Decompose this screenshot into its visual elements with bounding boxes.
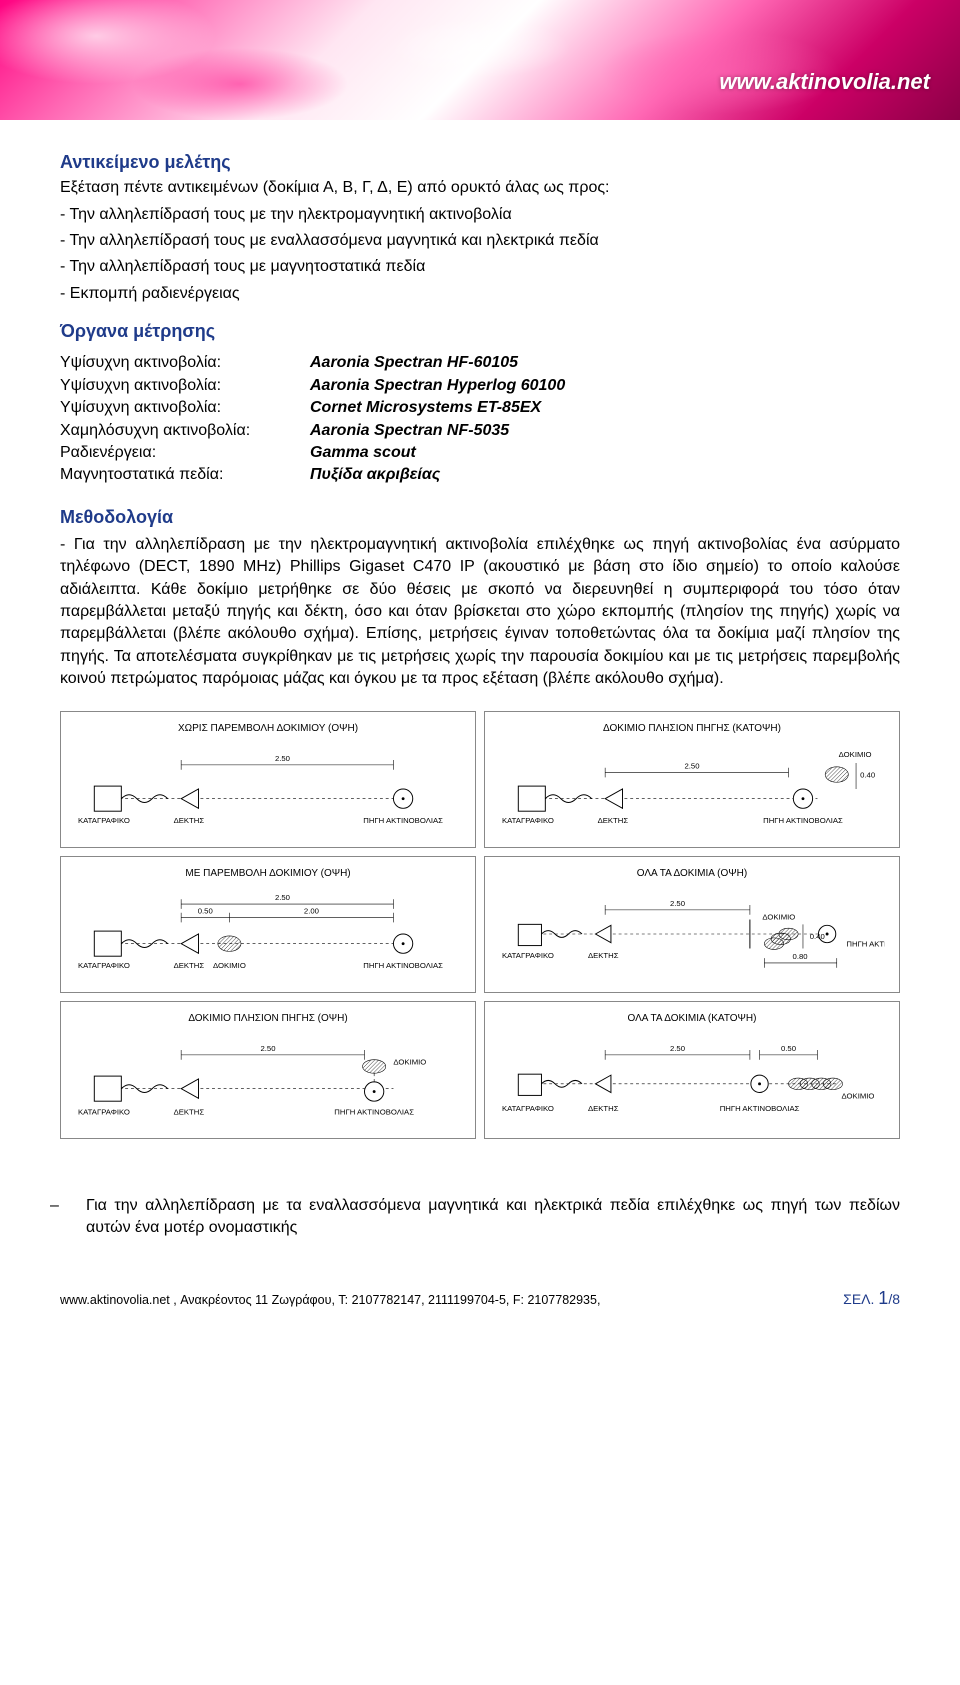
instrument-row: Υψίσυχνη ακτινοβολία: Aaronia Spectran H… — [60, 352, 900, 374]
page-current: 1 — [878, 1288, 888, 1308]
diagram-no-sample: ΧΩΡΙΣ ΠΑΡΕΜΒΟΛΗ ΔΟΚΙΜΙΟΥ (ΟΨΗ) 2.50 — [60, 711, 476, 848]
svg-text:ΔΟΚΙΜΙΟ: ΔΟΚΙΜΙΟ — [842, 1092, 875, 1101]
svg-text:ΠΗΓΗ ΑΚΤΙΝΟΒΟΛΙΑΣ: ΠΗΓΗ ΑΚΤΙΝΟΒΟΛΙΑΣ — [363, 815, 443, 824]
svg-text:ΠΗΓΗ ΑΚΤΙΝΟΒΟΛΙΑΣ: ΠΗΓΗ ΑΚΤΙΝΟΒΟΛΙΑΣ — [846, 940, 885, 949]
svg-text:ΔΟΚΙΜΙΟ: ΔΟΚΙΜΙΟ — [762, 913, 795, 922]
instrument-value: Aaronia Spectran NF-5035 — [310, 420, 509, 442]
diagram-sample-between: ΜΕ ΠΑΡΕΜΒΟΛΗ ΔΟΚΙΜΙΟΥ (ΟΨΗ) 2.50 0.50 2.… — [60, 856, 476, 993]
instruments-list: Υψίσυχνη ακτινοβολία: Aaronia Spectran H… — [60, 352, 900, 486]
final-paragraph: –Για την αλληλεπίδραση με τα εναλλασσόμε… — [86, 1195, 900, 1240]
instrument-label: Υψίσυχνη ακτινοβολία: — [60, 397, 310, 419]
svg-text:2.50: 2.50 — [275, 893, 290, 902]
svg-text:0.80: 0.80 — [793, 952, 808, 961]
study-bullet-1: - Την αλληλεπίδρασή τους με την ηλεκτρομ… — [60, 204, 900, 226]
svg-text:ΔΕΚΤΗΣ: ΔΕΚΤΗΣ — [174, 815, 205, 824]
instrument-value: Aaronia Spectran Hyperlog 60100 — [310, 375, 565, 397]
svg-text:2.50: 2.50 — [260, 1044, 275, 1053]
instruments-heading: Όργανα μέτρησης — [60, 319, 900, 344]
diagram-title: ΔΟΚΙΜΙΟ ΠΛΗΣΙΟΝ ΠΗΓΗΣ (ΚΑΤΟΨΗ) — [499, 722, 885, 736]
instrument-value: Πυξίδα ακριβείας — [310, 464, 440, 486]
svg-text:0.40: 0.40 — [860, 770, 875, 779]
svg-text:ΠΗΓΗ ΑΚΤΙΝΟΒΟΛΙΑΣ: ΠΗΓΗ ΑΚΤΙΝΟΒΟΛΙΑΣ — [763, 815, 843, 824]
study-bullet-4: - Εκπομπή ραδιενέργειας — [60, 283, 900, 305]
diagram-all-samples-side: ΟΛΑ ΤΑ ΔΟΚΙΜΙΑ (ΟΨΗ) 2.50 — [484, 856, 900, 993]
svg-text:ΔΟΚΙΜΙΟ: ΔΟΚΙΜΙΟ — [839, 750, 872, 759]
diagram-sample-near-side: ΔΟΚΙΜΙΟ ΠΛΗΣΙΟΝ ΠΗΓΗΣ (ΟΨΗ) 2.50 ΔΟΚΙΜΙΟ… — [60, 1001, 476, 1138]
methodology-text: - Για την αλληλεπίδραση με την ηλεκτρομα… — [60, 534, 900, 691]
diagram-title: ΜΕ ΠΑΡΕΜΒΟΛΗ ΔΟΚΙΜΙΟΥ (ΟΨΗ) — [75, 867, 461, 881]
header-banner: www.aktinovolia.net — [0, 0, 960, 120]
svg-text:ΠΗΓΗ ΑΚΤΙΝΟΒΟΛΙΑΣ: ΠΗΓΗ ΑΚΤΙΝΟΒΟΛΙΑΣ — [334, 1108, 414, 1117]
svg-text:ΚΑΤΑΓΡΑΦΙΚΟ: ΚΑΤΑΓΡΑΦΙΚΟ — [502, 815, 554, 824]
svg-text:ΚΑΤΑΓΡΑΦΙΚΟ: ΚΑΤΑΓΡΑΦΙΚΟ — [78, 815, 130, 824]
instrument-value: Aaronia Spectran HF-60105 — [310, 352, 518, 374]
svg-text:ΔΕΚΤΗΣ: ΔΕΚΤΗΣ — [588, 951, 619, 960]
svg-text:2.50: 2.50 — [670, 899, 685, 908]
svg-text:2.50: 2.50 — [684, 761, 699, 770]
svg-text:ΚΑΤΑΓΡΑΦΙΚΟ: ΚΑΤΑΓΡΑΦΙΚΟ — [78, 961, 130, 970]
footer-left: www.aktinovolia.net , Ανακρέοντος 11 Ζωγ… — [60, 1292, 600, 1310]
study-bullet-3: - Την αλληλεπίδρασή τους με μαγνητοστατι… — [60, 256, 900, 278]
instrument-label: Μαγνητοστατικά πεδία: — [60, 464, 310, 486]
study-intro: Εξέταση πέντε αντικειμένων (δοκίμια Α, Β… — [60, 177, 900, 199]
instrument-label: Υψίσυχνη ακτινοβολία: — [60, 352, 310, 374]
final-paragraph-text: Για την αλληλεπίδραση με τα εναλλασσόμεν… — [86, 1197, 900, 1236]
page-label: ΣΕΛ. — [843, 1291, 874, 1307]
diagram-svg: 2.50 0.40 0.80 — [499, 889, 885, 979]
instrument-value: Cornet Microsystems ET-85EX — [310, 397, 541, 419]
svg-text:ΔΕΚΤΗΣ: ΔΕΚΤΗΣ — [598, 815, 629, 824]
diagram-svg: 2.50 ΔΟΚΙΜΙΟ ΚΑΤΑΓΡΑΦΙΚΟ ΔΕΚΤΗΣ ΠΗΓΗ ΑΚΤ… — [75, 1034, 461, 1124]
methodology-heading: Μεθοδολογία — [60, 505, 900, 530]
instrument-label: Ραδιενέργεια: — [60, 442, 310, 464]
diagram-title: ΟΛΑ ΤΑ ΔΟΚΙΜΙΑ (ΚΑΤΟΨΗ) — [499, 1012, 885, 1026]
svg-text:0.40: 0.40 — [810, 932, 825, 941]
svg-text:ΔΕΚΤΗΣ: ΔΕΚΤΗΣ — [174, 961, 205, 970]
instrument-label: Υψίσυχνη ακτινοβολία: — [60, 375, 310, 397]
svg-text:0.50: 0.50 — [198, 907, 213, 916]
page-total: 8 — [892, 1291, 900, 1307]
instrument-row: Χαμηλόσυχνη ακτινοβολία: Aaronia Spectra… — [60, 420, 900, 442]
svg-text:ΠΗΓΗ ΑΚΤΙΝΟΒΟΛΙΑΣ: ΠΗΓΗ ΑΚΤΙΝΟΒΟΛΙΑΣ — [720, 1104, 800, 1113]
svg-text:2.50: 2.50 — [670, 1044, 685, 1053]
svg-text:0.50: 0.50 — [781, 1044, 796, 1053]
svg-text:2.50: 2.50 — [275, 754, 290, 763]
study-bullet-2: - Την αλληλεπίδρασή τους με εναλλασσόμεν… — [60, 230, 900, 252]
instrument-label: Χαμηλόσυχνη ακτινοβολία: — [60, 420, 310, 442]
svg-text:ΠΗΓΗ ΑΚΤΙΝΟΒΟΛΙΑΣ: ΠΗΓΗ ΑΚΤΙΝΟΒΟΛΙΑΣ — [363, 961, 443, 970]
document-body: Αντικείμενο μελέτης Εξέταση πέντε αντικε… — [0, 150, 960, 1169]
instrument-row: Ραδιενέργεια: Gamma scout — [60, 442, 900, 464]
svg-text:ΚΑΤΑΓΡΑΦΙΚΟ: ΚΑΤΑΓΡΑΦΙΚΟ — [502, 951, 554, 960]
svg-text:ΚΑΤΑΓΡΑΦΙΚΟ: ΚΑΤΑΓΡΑΦΙΚΟ — [78, 1108, 130, 1117]
diagram-svg: 2.50 0.40 ΔΟΚΙΜΙΟ ΚΑΤΑΓΡΑΦΙΚΟ ΔΕΚΤΗΣ ΠΗΓ… — [499, 744, 885, 834]
svg-text:ΔΟΚΙΜΙΟ: ΔΟΚΙΜΙΟ — [393, 1058, 426, 1067]
diagram-title: ΔΟΚΙΜΙΟ ΠΛΗΣΙΟΝ ΠΗΓΗΣ (ΟΨΗ) — [75, 1012, 461, 1026]
instrument-row: Μαγνητοστατικά πεδία: Πυξίδα ακριβείας — [60, 464, 900, 486]
svg-text:ΔΕΚΤΗΣ: ΔΕΚΤΗΣ — [174, 1108, 205, 1117]
diagram-sample-near-top: ΔΟΚΙΜΙΟ ΠΛΗΣΙΟΝ ΠΗΓΗΣ (ΚΑΤΟΨΗ) 2.50 0.40… — [484, 711, 900, 848]
svg-text:ΔΟΚΙΜΙΟ: ΔΟΚΙΜΙΟ — [213, 961, 246, 970]
study-subject-heading: Αντικείμενο μελέτης — [60, 150, 900, 175]
instrument-value: Gamma scout — [310, 442, 416, 464]
diagram-title: ΧΩΡΙΣ ΠΑΡΕΜΒΟΛΗ ΔΟΚΙΜΙΟΥ (ΟΨΗ) — [75, 722, 461, 736]
page-footer: www.aktinovolia.net , Ανακρέοντος 11 Ζωγ… — [0, 1280, 960, 1331]
instrument-row: Υψίσυχνη ακτινοβολία: Cornet Microsystem… — [60, 397, 900, 419]
svg-text:2.00: 2.00 — [304, 907, 319, 916]
diagram-all-samples-top: ΟΛΑ ΤΑ ΔΟΚΙΜΙΑ (ΚΑΤΟΨΗ) 2.50 0.50 — [484, 1001, 900, 1138]
svg-text:ΚΑΤΑΓΡΑΦΙΚΟ: ΚΑΤΑΓΡΑΦΙΚΟ — [502, 1104, 554, 1113]
banner-url-text: www.aktinovolia.net — [719, 67, 930, 98]
diagram-svg: 2.50 ΚΑΤΑΓΡΑΦΙΚΟ ΔΕΚΤΗΣ ΠΗΓΗ ΑΚΤΙΝΟΒΟΛΙΑ… — [75, 744, 461, 834]
diagram-svg: 2.50 0.50 2.00 ΚΑΤΑΓΡΑΦΙΚΟ ΔΕΚΤΗΣ ΔΟΚΙΜΙ… — [75, 889, 461, 979]
diagram-grid: ΧΩΡΙΣ ΠΑΡΕΜΒΟΛΗ ΔΟΚΙΜΙΟΥ (ΟΨΗ) 2.50 — [60, 711, 900, 1139]
svg-text:ΔΕΚΤΗΣ: ΔΕΚΤΗΣ — [588, 1104, 619, 1113]
diagram-svg: 2.50 0.50 ΚΑΤΑΓΡΑΦΙΚΟ ΔΕΚΤΗΣ ΠΗΓΗ — [499, 1034, 885, 1124]
diagram-title: ΟΛΑ ΤΑ ΔΟΚΙΜΙΑ (ΟΨΗ) — [499, 867, 885, 881]
banner-decor — [0, 0, 960, 120]
page-number: ΣΕΛ. 1/8 — [843, 1286, 900, 1311]
instrument-row: Υψίσυχνη ακτινοβολία: Aaronia Spectran H… — [60, 375, 900, 397]
